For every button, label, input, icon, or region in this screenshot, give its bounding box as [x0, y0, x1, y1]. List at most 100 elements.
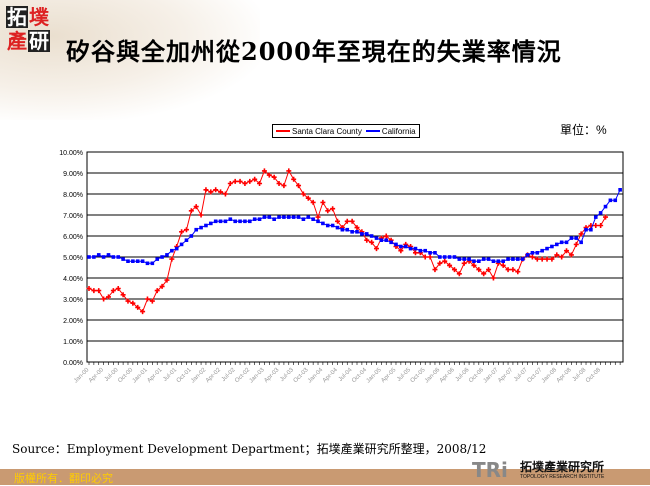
data-point: [554, 252, 560, 258]
data-point: [428, 251, 432, 255]
data-point: [364, 232, 369, 236]
data-point: [559, 240, 564, 245]
data-point: [315, 214, 321, 220]
data-point: [345, 227, 350, 232]
data-point: [271, 174, 277, 180]
data-point: [403, 244, 408, 249]
data-point: [618, 188, 622, 192]
data-point: [252, 217, 257, 221]
data-point: [92, 255, 96, 259]
y-tick-label: 4.00%: [63, 276, 83, 283]
data-point: [490, 275, 496, 281]
source-note: Source：Employment Development Department…: [12, 442, 487, 456]
data-point: [540, 248, 544, 253]
x-tick-label: Jan-06: [424, 367, 442, 385]
data-point: [549, 256, 555, 262]
data-point: [105, 294, 111, 300]
data-point: [438, 255, 442, 259]
data-point: [550, 244, 554, 249]
x-tick-label: Apr-05: [380, 367, 397, 384]
data-point: [311, 217, 315, 221]
data-point: [481, 271, 487, 277]
data-point: [209, 221, 213, 226]
data-point: [222, 191, 228, 197]
data-point: [149, 298, 155, 304]
legend-item-santa-clara: Santa Clara County: [276, 127, 362, 136]
data-point: [534, 256, 540, 262]
data-point: [170, 248, 174, 253]
data-point: [477, 259, 481, 263]
data-point: [126, 259, 130, 263]
data-point: [598, 211, 603, 215]
data-point: [106, 253, 111, 257]
data-point: [516, 257, 520, 261]
data-point: [310, 199, 316, 205]
logo-char: 研: [28, 29, 50, 53]
data-point: [188, 208, 194, 214]
data-point: [559, 254, 565, 260]
data-point: [408, 246, 413, 251]
data-point: [125, 298, 131, 304]
data-point: [603, 214, 609, 220]
data-point: [452, 255, 457, 259]
data-point: [179, 229, 185, 235]
data-point: [584, 227, 588, 232]
data-point: [539, 256, 545, 262]
data-point: [427, 254, 433, 260]
data-point: [432, 267, 438, 273]
data-point: [325, 223, 330, 228]
logo: 拓 墣 產 研: [6, 6, 50, 52]
data-point: [87, 255, 91, 259]
brand-name-en: TOPOLOGY RESEARCH INSTITUTE: [520, 474, 605, 480]
data-point: [189, 234, 194, 238]
data-point: [569, 236, 574, 240]
data-point: [598, 223, 604, 228]
data-point: [145, 261, 150, 266]
data-point: [530, 251, 535, 255]
data-point: [447, 262, 453, 268]
x-tick-label: Jan-02: [190, 367, 208, 385]
x-tick-label: Apr-03: [263, 367, 280, 384]
unit-label: 單位：%: [560, 123, 607, 137]
data-point: [506, 257, 510, 261]
x-tick-label: Jan-01: [132, 367, 150, 385]
logo-char: 墣: [29, 5, 49, 29]
data-point: [510, 267, 516, 273]
data-point: [369, 239, 375, 245]
data-point: [257, 217, 262, 221]
data-point: [130, 300, 136, 306]
data-point: [340, 227, 345, 232]
data-point: [120, 292, 126, 298]
data-point: [554, 242, 559, 247]
data-point: [462, 257, 466, 261]
data-point: [384, 238, 389, 242]
data-point: [223, 219, 228, 224]
data-point: [155, 257, 160, 261]
x-tick-label: Jan-05: [366, 367, 384, 385]
data-point: [535, 251, 540, 255]
data-point: [505, 267, 511, 273]
logo-char: 產: [7, 29, 27, 53]
x-tick-label: Apr-08: [556, 367, 573, 384]
x-tick-label: Apr-00: [88, 367, 105, 384]
data-point: [433, 251, 437, 255]
data-point: [349, 218, 355, 224]
data-point: [320, 199, 326, 205]
data-point: [501, 259, 505, 263]
x-tick-label: Apr-04: [322, 367, 339, 384]
data-point: [227, 181, 233, 186]
data-point: [140, 309, 146, 315]
data-point: [389, 240, 393, 245]
data-point: [116, 255, 121, 259]
x-tick-label: Oct-08: [585, 367, 602, 384]
data-point: [243, 219, 247, 224]
x-tick-label: Jan-07: [482, 367, 500, 385]
footer-bar: [0, 469, 650, 485]
data-point: [316, 219, 320, 224]
data-point: [96, 253, 101, 257]
data-point: [267, 215, 272, 219]
y-tick-label: 0.00%: [63, 360, 83, 367]
data-point: [573, 241, 579, 247]
data-point: [564, 240, 569, 245]
legend-item-california: California: [365, 127, 416, 136]
